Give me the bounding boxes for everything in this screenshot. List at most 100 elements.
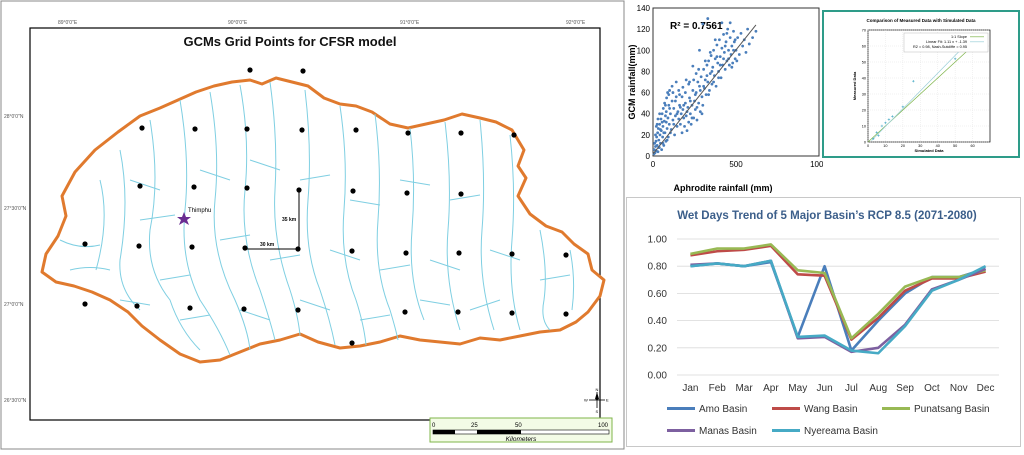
scatter-point xyxy=(715,55,719,59)
grid-point xyxy=(244,126,250,132)
grid-point xyxy=(139,125,145,131)
scatter-point xyxy=(732,48,735,52)
scatter-point xyxy=(732,29,735,33)
scatter-point xyxy=(719,76,723,80)
scatter-point xyxy=(685,129,689,133)
series-line xyxy=(690,259,987,355)
scatter-point xyxy=(712,80,715,84)
grid-point xyxy=(458,130,464,136)
grid-point xyxy=(244,185,250,191)
scatter-point xyxy=(683,91,687,94)
scatter-point xyxy=(710,82,714,86)
scatter-point xyxy=(656,150,660,154)
grid-point xyxy=(136,243,142,249)
calibration-x-label: Simulated Data xyxy=(915,148,945,153)
scatter-point xyxy=(684,78,688,82)
thimphu-marker: Thimphu xyxy=(177,208,211,225)
grid-point xyxy=(350,188,356,194)
top-tick: 92°0'0"E xyxy=(566,20,586,26)
y-tick-label: 60 xyxy=(641,89,650,98)
scatter-point xyxy=(656,117,660,121)
scatter-point xyxy=(670,84,674,88)
scatter-point xyxy=(737,53,741,56)
scatter-point xyxy=(656,127,660,130)
grid-point xyxy=(405,130,411,136)
scatter-point xyxy=(705,63,709,67)
scatter-point xyxy=(707,59,711,63)
legend-entry: R2 = 0.98, Nash-Sutcliffe = 0.95 xyxy=(913,45,967,49)
scatter-point xyxy=(668,107,671,110)
scatter-point xyxy=(741,44,745,48)
river-network xyxy=(59,81,575,356)
scale-tick: 0 xyxy=(432,423,436,429)
top-tick: 91°0'0"E xyxy=(400,20,420,26)
grid-point xyxy=(295,307,301,313)
scatter-point xyxy=(698,89,702,92)
scatter-point xyxy=(670,99,674,103)
x-tick-label: Jul xyxy=(845,383,858,394)
scatter-point xyxy=(678,93,681,97)
trend-title: Wet Days Trend of 5 Major Basin’s RCP 8.… xyxy=(677,210,977,222)
x-tick-label: 40 xyxy=(936,144,940,148)
scale-tick: 25 xyxy=(471,423,478,429)
scatter-point xyxy=(709,54,713,57)
scatter-point xyxy=(682,103,686,107)
scatter-point xyxy=(732,40,736,44)
scatter-point xyxy=(701,103,705,107)
x-axis-ticks: 0 500 1000 xyxy=(651,160,829,169)
y-tick-label: 30 xyxy=(862,92,866,96)
scatter-point xyxy=(666,91,670,94)
legend-entry: Linear Fit: 1.11 x + -1.39 xyxy=(926,40,967,44)
scatter-point xyxy=(681,108,685,111)
x-tick-label: 30 xyxy=(918,144,922,148)
scatter-point xyxy=(660,120,664,124)
y-tick-label: 70 xyxy=(862,28,866,32)
scale-tick: 50 xyxy=(515,423,522,429)
scatter-point xyxy=(701,22,705,26)
scatter-point xyxy=(697,101,701,105)
scatter-point xyxy=(727,63,731,67)
scatter-point xyxy=(695,118,699,122)
scatter-point xyxy=(669,112,672,116)
scatter-point xyxy=(714,84,718,88)
scatter-point xyxy=(735,59,739,63)
scatter-point xyxy=(698,84,701,88)
y-tick-label: 120 xyxy=(637,25,651,34)
grid-point xyxy=(242,245,248,251)
plot-area xyxy=(652,7,820,157)
calibration-point xyxy=(875,131,878,134)
left-coordinate-ticks: 28°0'0"N 27°30'0"N 27°0'0"N 26°30'0"N xyxy=(4,114,27,404)
scatter-point xyxy=(674,80,678,84)
scatter-point xyxy=(655,135,659,139)
x-tick-label: 0 xyxy=(651,160,656,169)
scatter-point xyxy=(678,103,681,107)
scatter-point xyxy=(727,48,730,52)
grid-point xyxy=(349,340,355,346)
x-tick-label: Oct xyxy=(924,383,940,394)
y-tick-label: 0 xyxy=(646,152,651,161)
scatter-point xyxy=(708,89,711,92)
grid-points-map: 89°0'0"E 90°0'0"E 91°0'0"E 92°0'0"E 28°0… xyxy=(0,0,625,450)
legend-label: Manas Basin xyxy=(699,426,757,437)
calibration-point xyxy=(884,121,887,124)
grid-point xyxy=(456,250,462,256)
calibration-svg: Comparison of Measured Data with Simulat… xyxy=(852,18,991,153)
scatter-point xyxy=(707,93,711,97)
scatter-point xyxy=(671,91,675,94)
grid-point xyxy=(241,306,247,312)
series-line xyxy=(690,244,986,341)
scatter-point xyxy=(687,120,691,124)
trend-gridlines xyxy=(677,238,999,376)
x-tick-label: Feb xyxy=(709,383,727,394)
scatter-point xyxy=(746,27,750,31)
scatter-point xyxy=(700,112,704,116)
scatter-point xyxy=(655,122,659,126)
calibration-legend: 1:1 Slope Linear Fit: 1.11 x + -1.39 R2 … xyxy=(903,32,989,53)
x-tick-label: 10 xyxy=(883,144,887,148)
scatter-point xyxy=(702,84,706,88)
legend-label: Punatsang Basin xyxy=(914,404,990,415)
x-tick-label: Aug xyxy=(869,383,887,394)
scatter-point xyxy=(675,125,679,128)
scatter-point xyxy=(654,139,658,143)
